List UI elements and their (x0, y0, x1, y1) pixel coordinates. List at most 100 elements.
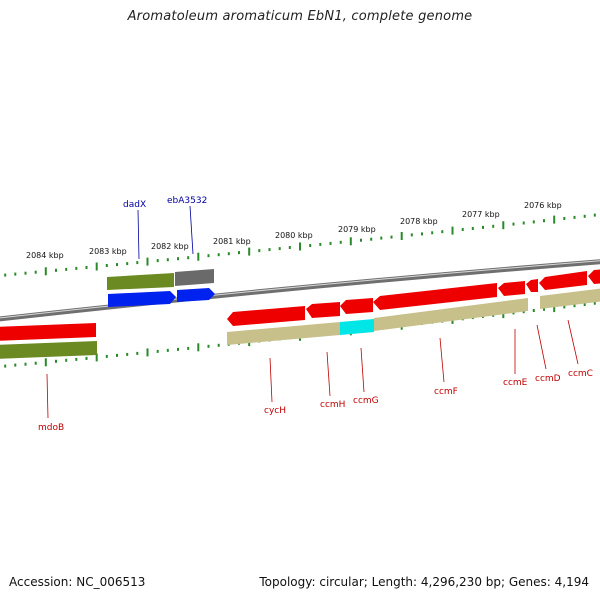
cds-dadX-arrow[interactable] (108, 291, 176, 307)
bottom-ruler-minor-tick (207, 344, 210, 348)
top-ruler-minor-tick (583, 214, 586, 218)
top-ruler-minor-tick (319, 242, 322, 246)
gene-label-mdoB[interactable]: mdoB (38, 423, 64, 433)
top-ruler-minor-tick (563, 217, 566, 220)
top-ruler-minor-tick (421, 232, 423, 236)
top-ruler-minor-tick (573, 215, 576, 219)
backbone-highlight (0, 260, 600, 319)
gene-cycH-bar[interactable] (227, 322, 340, 345)
cds-ccmD-arrow[interactable] (526, 279, 538, 292)
cds-ccmG-arrow[interactable] (340, 298, 373, 314)
top-ruler (4, 213, 596, 277)
top-ruler-minor-tick (24, 271, 27, 275)
bottom-ruler-minor-tick (105, 354, 108, 358)
top-ruler-major-tick (299, 242, 301, 251)
bottom-ruler-minor-tick (583, 303, 586, 306)
gene-label-dadX[interactable]: dadX (123, 200, 146, 210)
cds-ccmE-arrow[interactable] (498, 281, 525, 296)
gene-label-ccmH[interactable]: ccmH (320, 400, 345, 410)
leader-ccmC (567, 319, 579, 365)
leader-cycH (269, 357, 273, 403)
gene-label-ccmG[interactable]: ccmG (353, 396, 379, 406)
top-ruler-minor-tick (136, 261, 139, 265)
top-ruler-minor-tick (34, 270, 37, 274)
top-ruler-minor-tick (166, 258, 169, 262)
leader-ccmG (360, 347, 365, 393)
cds-next-arrow[interactable] (588, 269, 600, 284)
top-ruler-minor-tick (512, 222, 515, 226)
bottom-ruler-major-tick (146, 348, 149, 357)
bottom-ruler-minor-tick (187, 346, 190, 350)
gene-dadX-bar[interactable] (107, 273, 174, 290)
top-ruler-minor-tick (4, 273, 7, 277)
bottom-ruler-major-tick (44, 358, 47, 367)
bottom-ruler-minor-tick (593, 301, 596, 305)
leader-ebA3532 (189, 205, 194, 255)
top-ruler-minor-tick (329, 241, 332, 245)
cds-ccmH-arrow[interactable] (306, 302, 340, 318)
top-ruler-minor-tick (116, 263, 118, 267)
gene-label-ccmD[interactable]: ccmD (535, 374, 561, 384)
bottom-ruler-minor-tick (512, 311, 515, 315)
top-ruler-minor-tick (75, 266, 78, 270)
top-ruler-minor-tick (85, 266, 88, 269)
scale-label-2076: 2076 kbp (524, 201, 562, 210)
top-ruler-minor-tick (532, 220, 535, 224)
top-ruler-major-tick (400, 232, 403, 240)
top-ruler-minor-tick (14, 272, 17, 276)
top-ruler-minor-tick (65, 267, 68, 271)
bottom-ruler-minor-tick (156, 349, 159, 353)
scale-label-2080: 2080 kbp (275, 231, 313, 240)
leader-ccmD (536, 324, 547, 370)
scale-label-2081: 2081 kbp (213, 237, 251, 246)
bottom-ruler-minor-tick (85, 356, 88, 360)
top-ruler-minor-tick (126, 262, 129, 266)
top-ruler-major-tick (349, 237, 352, 246)
gene-label-ebA3532[interactable]: ebA3532 (167, 196, 207, 206)
bottom-ruler-minor-tick (126, 352, 129, 356)
leader-ccmH (326, 351, 331, 397)
cds-mdoB-arrow[interactable] (0, 323, 96, 341)
top-ruler-minor-tick (288, 246, 291, 249)
top-ruler-minor-tick (217, 253, 220, 257)
top-ruler-minor-tick (471, 227, 474, 230)
genome-summary-text: Topology: circular; Length: 4,296,230 bp… (259, 575, 589, 589)
gene-mdoB-bar[interactable] (0, 341, 97, 359)
top-ruler-minor-tick (309, 244, 312, 247)
bottom-ruler-major-tick (95, 353, 98, 362)
top-ruler-minor-tick (441, 230, 444, 234)
gene-label-ccmC[interactable]: ccmC (568, 369, 593, 379)
cds-cycH-arrow[interactable] (227, 306, 305, 326)
top-ruler-minor-tick (238, 251, 240, 255)
gene-label-ccmF[interactable]: ccmF (434, 387, 458, 397)
top-ruler-minor-tick (390, 235, 393, 239)
bottom-ruler-minor-tick (24, 362, 27, 366)
top-ruler-minor-tick (177, 257, 179, 261)
bottom-ruler-minor-tick (65, 358, 68, 362)
bottom-ruler-major-tick (197, 343, 200, 352)
top-ruler-minor-tick (482, 225, 484, 229)
gene-label-cycH[interactable]: cycH (264, 406, 286, 416)
top-ruler-major-tick (44, 267, 47, 276)
top-ruler-minor-tick (522, 221, 525, 225)
cds-ccmF-arrow[interactable] (373, 283, 497, 310)
top-ruler-major-tick (146, 257, 149, 266)
top-ruler-minor-tick (410, 233, 413, 237)
scale-label-2077: 2077 kbp (462, 210, 500, 219)
gene-label-ccmE[interactable]: ccmE (503, 378, 528, 388)
gene-ccmC-bar[interactable] (540, 288, 600, 309)
gene-ccmF-bar[interactable] (374, 298, 528, 331)
top-ruler-major-tick (197, 252, 200, 261)
bottom-ruler-minor-tick (116, 353, 118, 357)
cds-ccmC-arrow[interactable] (539, 271, 587, 290)
scale-label-2082: 2082 kbp (151, 242, 189, 251)
bottom-ruler-minor-tick (543, 307, 545, 311)
cds-ebA3532-arrow[interactable] (177, 288, 215, 302)
gene-ebA3532-bar[interactable] (175, 269, 214, 286)
top-ruler-minor-tick (278, 247, 281, 251)
top-ruler-minor-tick (207, 254, 210, 258)
top-ruler-major-tick (248, 247, 251, 256)
top-ruler-minor-tick (258, 249, 261, 253)
gene-ccmG-bar[interactable] (340, 319, 374, 335)
